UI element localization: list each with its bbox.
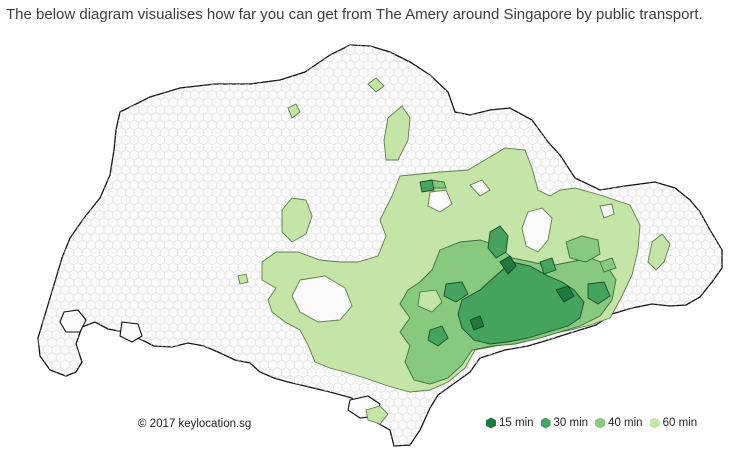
islet-sw [119, 321, 143, 343]
legend-swatch-60-min [649, 417, 660, 429]
legend-swatch-15-min [486, 417, 496, 429]
legend-swatch-40-min [595, 417, 606, 429]
zone-30-min [419, 179, 611, 347]
legend-label-40-min: 40 min [608, 417, 643, 429]
copyright-text: © 2017 keylocation.sg [138, 418, 252, 430]
legend-item-40-min: 40 min [595, 417, 643, 429]
legend-item-15-min: 15 min [486, 417, 534, 429]
legend-label-60-min: 60 min [662, 417, 698, 429]
islet-west [59, 309, 87, 333]
zone-15-min [469, 255, 575, 331]
unreached-pockets-40 [417, 289, 443, 313]
legend-item-60-min: 60 min [649, 417, 698, 429]
legend-label-15-min: 15 min [499, 417, 534, 429]
unreached-pockets [291, 179, 615, 323]
map-caption: The below diagram visualises how far you… [6, 6, 703, 23]
island-landmass [37, 44, 723, 447]
legend-item-30-min: 30 min [540, 417, 589, 429]
legend-swatch-30-min [540, 417, 551, 429]
legend: 15 min 30 min 40 min 60 min [486, 417, 697, 429]
legend-label-30-min: 30 min [553, 417, 589, 429]
